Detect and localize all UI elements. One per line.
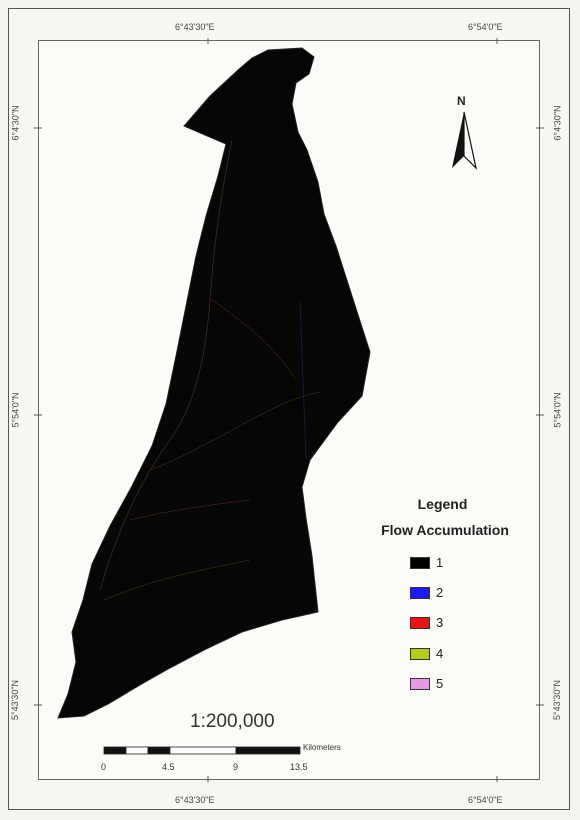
north-arrow-icon	[452, 111, 478, 170]
scale-tick-label: 4.5	[162, 762, 175, 772]
graticule-label-bottom-right: 6°54'0"E	[468, 795, 503, 805]
legend-label: 2	[436, 585, 444, 600]
legend-subtitle: Flow Accumulation	[381, 522, 509, 538]
scale-tick-label: 13.5	[290, 762, 308, 772]
scale-ratio: 1:200,000	[190, 711, 275, 732]
legend-swatch	[410, 648, 430, 660]
graticule-label-bottom-left: 6°43'30"E	[175, 795, 215, 805]
scale-tick-label: 9	[233, 762, 239, 772]
legend-label: 3	[436, 615, 444, 630]
map-legend: Legend Flow Accumulation	[350, 496, 540, 538]
legend-title: Legend	[417, 496, 468, 512]
scale-tick-label: 0	[101, 762, 107, 772]
graticule-label-top-right: 6°54'0"E	[468, 22, 503, 32]
graticule-label-top-left: 6°43'30"E	[175, 22, 215, 32]
legend-swatch	[410, 617, 430, 629]
scale-bar	[103, 746, 301, 755]
legend-label: 5	[436, 676, 444, 691]
legend-swatch	[410, 557, 430, 569]
legend-swatch	[410, 587, 430, 599]
legend-label: 4	[436, 646, 444, 661]
scale-units: Kilometers	[303, 743, 341, 752]
legend-swatch	[410, 678, 430, 690]
watershed-basin	[57, 47, 371, 719]
legend-label: 1	[436, 555, 444, 570]
north-arrow-label: N	[457, 94, 466, 108]
